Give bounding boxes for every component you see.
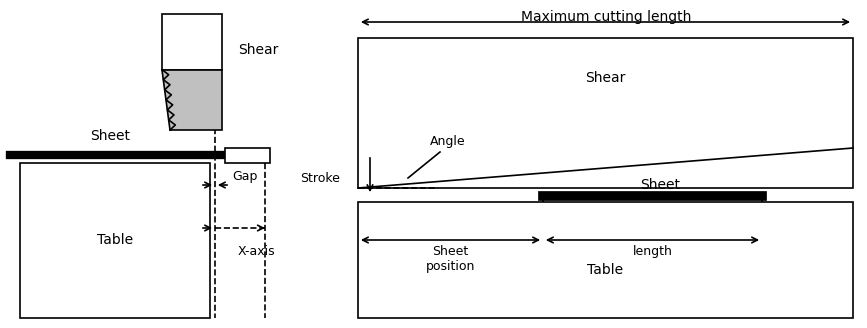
Text: Sheet: Sheet	[90, 129, 130, 143]
Bar	[20, 163, 210, 318]
Text: Gap: Gap	[232, 170, 257, 183]
Text: Shear: Shear	[238, 43, 278, 57]
Text: X-axis: X-axis	[238, 245, 276, 258]
Bar	[358, 202, 853, 318]
Text: Angle: Angle	[430, 135, 466, 148]
Text: length: length	[633, 245, 673, 258]
Text: Table: Table	[588, 263, 623, 277]
Text: Sheet
position: Sheet position	[426, 245, 475, 273]
Text: Stroke: Stroke	[300, 172, 340, 184]
Text: Sheet: Sheet	[640, 178, 680, 192]
Text: Shear: Shear	[585, 71, 626, 85]
Bar	[358, 38, 853, 188]
Polygon shape	[162, 70, 222, 130]
Bar	[162, 14, 222, 70]
Bar	[225, 148, 270, 163]
Text: Table: Table	[97, 234, 133, 248]
Text: Maximum cutting length: Maximum cutting length	[521, 10, 691, 24]
